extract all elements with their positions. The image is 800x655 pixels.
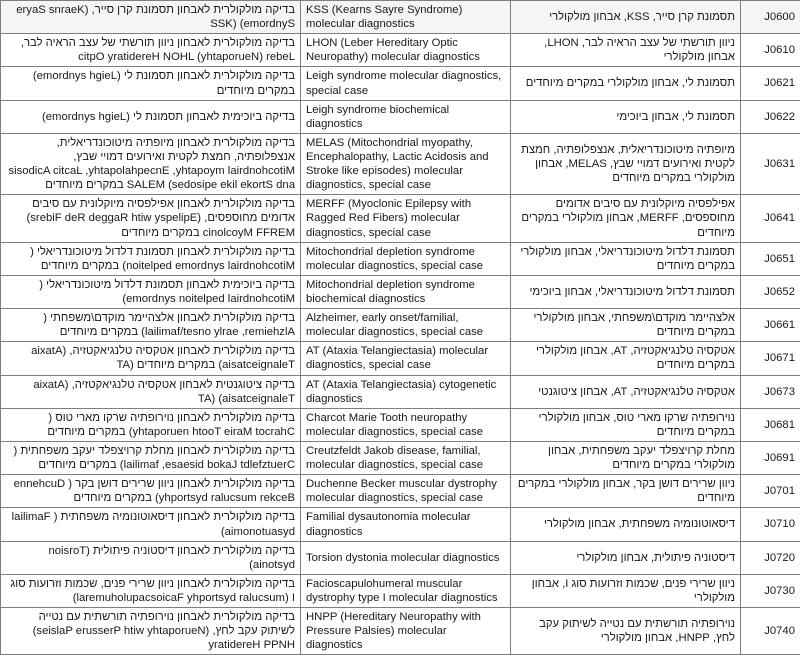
row-english-description: Mitochondrial depletion syndrome biochem… bbox=[301, 275, 511, 308]
row-english-description: MERFF (Myoclonic Epilepsy with Ragged Re… bbox=[301, 195, 511, 242]
row-hebrew-short-description: אטקסיה טלנגיאקטזיה, AT, אבחון מולקולרי ב… bbox=[511, 342, 741, 375]
row-english-description: LHON (Leber Hereditary Optic Neuropathy)… bbox=[301, 34, 511, 67]
row-english-description: Facioscapulohumeral muscular dystrophy t… bbox=[301, 574, 511, 607]
row-hebrew-short-description: ניוון שרירים דושן בקר, אבחון מולקולרי במ… bbox=[511, 475, 741, 508]
table-row[interactable]: בדיקה ביוכימית לאבחון תסמונת לי (Leigh s… bbox=[1, 100, 800, 133]
row-english-description: Mitochondrial depletion syndrome molecul… bbox=[301, 242, 511, 275]
row-code: J0740 bbox=[741, 608, 800, 655]
row-code: J0730 bbox=[741, 574, 800, 607]
row-hebrew-long-description: בדיקה מולקולרית לאבחון תסמונת קרן סייר, … bbox=[1, 1, 301, 34]
row-hebrew-short-description: אטקסיה טלנגיאקטזיה, AT, אבחון ציטוגנטי bbox=[511, 375, 741, 408]
row-english-description: Leigh syndrome biochemical diagnostics bbox=[301, 100, 511, 133]
row-code: J0720 bbox=[741, 541, 800, 574]
row-hebrew-long-description: בדיקה ביוכימית לאבחון תסמונת דלדול מיטוכ… bbox=[1, 275, 301, 308]
row-hebrew-short-description: נוירופתיה תורשתית עם נטייה לשיתוק עקב לח… bbox=[511, 608, 741, 655]
table-row[interactable]: בדיקה מולקולרית לאבחון נוירופתיה תורשתית… bbox=[1, 608, 800, 655]
row-english-description: Leigh syndrome molecular diagnostics, sp… bbox=[301, 67, 511, 100]
table-row[interactable]: בדיקה מולקולרית לאבחון אלצהיימר מוקדם\מש… bbox=[1, 309, 800, 342]
row-english-description: AT (Ataxia Telangiectasia) molecular dia… bbox=[301, 342, 511, 375]
row-hebrew-short-description: תסמונת לי, אבחון ביוכימי bbox=[511, 100, 741, 133]
row-hebrew-long-description: בדיקה מולקולרית לאבחון מחלת קרויצפלד יעק… bbox=[1, 441, 301, 474]
row-hebrew-long-description: בדיקה מולקולרית לאבחון אלצהיימר מוקדם\מש… bbox=[1, 309, 301, 342]
row-english-description: HNPP (Hereditary Neuropathy with Pressur… bbox=[301, 608, 511, 655]
row-hebrew-long-description: בדיקה מולקולרית לאבחון מיופתיה מיטוכונדר… bbox=[1, 133, 301, 194]
row-hebrew-long-description: בדיקה מולקולרית לאבחון אטקסיה טלנגיאקטזי… bbox=[1, 342, 301, 375]
row-code: J0621 bbox=[741, 67, 800, 100]
table-row[interactable]: בדיקה מולקולרית לאבחון אטקסיה טלנגיאקטזי… bbox=[1, 342, 800, 375]
row-code: J0651 bbox=[741, 242, 800, 275]
row-code: J0691 bbox=[741, 441, 800, 474]
table-row[interactable]: בדיקה מולקולרית לאבחון דיסטוניה פיתולית … bbox=[1, 541, 800, 574]
row-hebrew-short-description: אלצהיימר מוקדם\משפחתי, אבחון מולקולרי במ… bbox=[511, 309, 741, 342]
row-hebrew-long-description: בדיקה מולקולרית לאבחון תסמונת דלדול מיטו… bbox=[1, 242, 301, 275]
row-hebrew-long-description: בדיקה מולקולרית לאבחון דיסאוטונומיה משפח… bbox=[1, 508, 301, 541]
row-code: J0673 bbox=[741, 375, 800, 408]
row-code: J0622 bbox=[741, 100, 800, 133]
table-row[interactable]: בדיקה מולקולרית לאבחון ניוון שרירי פנים,… bbox=[1, 574, 800, 607]
row-english-description: AT (Ataxia Telangiectasia) cytogenetic d… bbox=[301, 375, 511, 408]
row-code: J0701 bbox=[741, 475, 800, 508]
row-hebrew-short-description: ניוון תורשתי של עצב הראיה לבר, LHON, אבח… bbox=[511, 34, 741, 67]
table-row[interactable]: בדיקה מולקולרית לאבחון ניוון תורשתי של ע… bbox=[1, 34, 800, 67]
table-row[interactable]: בדיקה ציטוגנטית לאבחון אטקסיה טלנגיאקטזי… bbox=[1, 375, 800, 408]
row-code: J0681 bbox=[741, 408, 800, 441]
diagnostics-table: בדיקה מולקולרית לאבחון תסמונת קרן סייר, … bbox=[0, 0, 800, 655]
row-english-description: Familial dysautonomia molecular diagnost… bbox=[301, 508, 511, 541]
row-hebrew-short-description: אפילפסיה מיוקלונית עם סיבים אדומים מחוספ… bbox=[511, 195, 741, 242]
row-hebrew-long-description: בדיקה מולקולרית לאבחון אפילפסיה מיוקלוני… bbox=[1, 195, 301, 242]
row-hebrew-long-description: בדיקה מולקולרית לאבחון ניוון שרירים דושן… bbox=[1, 475, 301, 508]
row-english-description: MELAS (Mitochondrial myopathy, Encephalo… bbox=[301, 133, 511, 194]
row-hebrew-long-description: בדיקה מולקולרית לאבחון ניוון שרירי פנים,… bbox=[1, 574, 301, 607]
table-row[interactable]: בדיקה מולקולרית לאבחון מיופתיה מיטוכונדר… bbox=[1, 133, 800, 194]
table-row[interactable]: בדיקה מולקולרית לאבחון ניוון שרירים דושן… bbox=[1, 475, 800, 508]
row-hebrew-short-description: ניוון שרירי פנים, שכמות וזרועות סוג I, א… bbox=[511, 574, 741, 607]
row-code: J0631 bbox=[741, 133, 800, 194]
table-body: בדיקה מולקולרית לאבחון תסמונת קרן סייר, … bbox=[1, 1, 800, 655]
row-code: J0671 bbox=[741, 342, 800, 375]
table-row[interactable]: בדיקה מולקולרית לאבחון דיסאוטונומיה משפח… bbox=[1, 508, 800, 541]
row-hebrew-short-description: דיסאוטונומיה משפחתית, אבחון מולקולרי bbox=[511, 508, 741, 541]
row-hebrew-long-description: בדיקה מולקולרית לאבחון נוירופתיה תורשתית… bbox=[1, 608, 301, 655]
table-row[interactable]: בדיקה מולקולרית לאבחון תסמונת דלדול מיטו… bbox=[1, 242, 800, 275]
row-hebrew-short-description: תסמונת דלדול מיטוכונדריאלי, אבחון ביוכימ… bbox=[511, 275, 741, 308]
table-row[interactable]: בדיקה מולקולרית לאבחון תסמונת קרן סייר, … bbox=[1, 1, 800, 34]
row-hebrew-short-description: תסמונת קרן סייר, KSS, אבחון מולקולרי bbox=[511, 1, 741, 34]
row-english-description: Creutzfeldt Jakob disease, familial, mol… bbox=[301, 441, 511, 474]
table-row[interactable]: בדיקה ביוכימית לאבחון תסמונת דלדול מיטוכ… bbox=[1, 275, 800, 308]
row-english-description: KSS (Kearns Sayre Syndrome) molecular di… bbox=[301, 1, 511, 34]
row-hebrew-short-description: דיסטוניה פיתולית, אבחון מולקולרי bbox=[511, 541, 741, 574]
row-english-description: Alzheimer, early onset/familial, molecul… bbox=[301, 309, 511, 342]
row-hebrew-long-description: בדיקה מולקולרית לאבחון דיסטוניה פיתולית … bbox=[1, 541, 301, 574]
row-hebrew-short-description: נוירופתיה שרקו מארי טוס, אבחון מולקולרי … bbox=[511, 408, 741, 441]
row-english-description: Duchenne Becker muscular dystrophy molec… bbox=[301, 475, 511, 508]
row-hebrew-long-description: בדיקה ציטוגנטית לאבחון אטקסיה טלנגיאקטזי… bbox=[1, 375, 301, 408]
table-row[interactable]: בדיקה מולקולרית לאבחון מחלת קרויצפלד יעק… bbox=[1, 441, 800, 474]
row-code: J0600 bbox=[741, 1, 800, 34]
row-hebrew-long-description: בדיקה ביוכימית לאבחון תסמונת לי (Leigh s… bbox=[1, 100, 301, 133]
row-code: J0710 bbox=[741, 508, 800, 541]
row-english-description: Torsion dystonia molecular diagnostics bbox=[301, 541, 511, 574]
row-hebrew-short-description: תסמונת לי, אבחון מולקולרי במקרים מיוחדים bbox=[511, 67, 741, 100]
row-code: J0641 bbox=[741, 195, 800, 242]
row-hebrew-short-description: תסמונת דלדול מיטוכונדריאלי, אבחון מולקול… bbox=[511, 242, 741, 275]
row-hebrew-short-description: מיופתיה מיטוכונדריאלית, אנצפלופתיה, חמצת… bbox=[511, 133, 741, 194]
row-code: J0610 bbox=[741, 34, 800, 67]
row-hebrew-short-description: מחלת קרויצפלד יעקב משפחתית, אבחון מולקול… bbox=[511, 441, 741, 474]
table-row[interactable]: בדיקה מולקולרית לאבחון תסמונת לי (Leigh … bbox=[1, 67, 800, 100]
row-hebrew-long-description: בדיקה מולקולרית לאבחון נוירופתיה שרקו מא… bbox=[1, 408, 301, 441]
row-hebrew-long-description: בדיקה מולקולרית לאבחון ניוון תורשתי של ע… bbox=[1, 34, 301, 67]
row-hebrew-long-description: בדיקה מולקולרית לאבחון תסמונת לי (Leigh … bbox=[1, 67, 301, 100]
table-row[interactable]: בדיקה מולקולרית לאבחון נוירופתיה שרקו מא… bbox=[1, 408, 800, 441]
row-english-description: Charcot Marie Tooth neuropathy molecular… bbox=[301, 408, 511, 441]
row-code: J0652 bbox=[741, 275, 800, 308]
table-row[interactable]: בדיקה מולקולרית לאבחון אפילפסיה מיוקלוני… bbox=[1, 195, 800, 242]
row-code: J0661 bbox=[741, 309, 800, 342]
